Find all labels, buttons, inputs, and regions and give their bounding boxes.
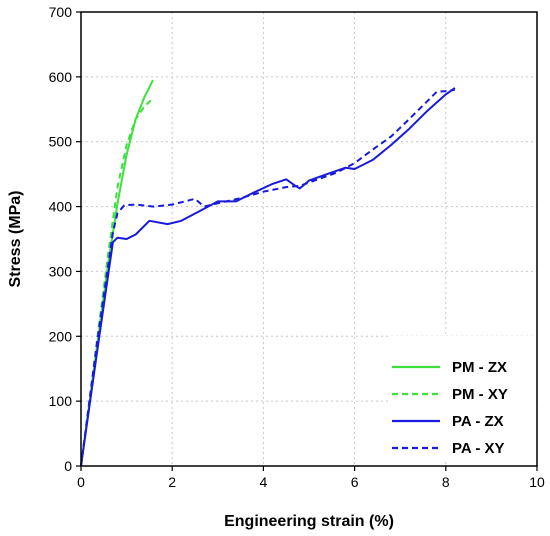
- legend-label: PM - ZX: [452, 359, 507, 376]
- y-tick-label: 700: [49, 4, 73, 20]
- x-tick-label: 4: [260, 474, 268, 490]
- x-tick-label: 10: [529, 474, 545, 490]
- x-tick-label: 0: [77, 474, 85, 490]
- x-tick-label: 2: [168, 474, 176, 490]
- y-tick-label: 600: [49, 69, 73, 85]
- y-tick-label: 400: [49, 199, 73, 215]
- y-axis-title: Stress (MPa): [7, 191, 24, 288]
- y-tick-label: 300: [49, 263, 73, 279]
- y-tick-label: 0: [64, 458, 72, 474]
- plot-frame: [80, 11, 538, 467]
- series-line-pm-xy: [80, 98, 153, 467]
- series-line-pa-zx: [80, 87, 456, 467]
- axes: [76, 11, 538, 471]
- y-tick-label: 500: [49, 134, 73, 150]
- series-line-pm-zx: [80, 79, 154, 467]
- y-tick-label: 200: [49, 328, 73, 344]
- series-line-pa-xy: [80, 88, 456, 467]
- x-tick-label: 6: [351, 474, 359, 490]
- legend-label: PA - XY: [452, 440, 505, 457]
- x-tick-label: 8: [442, 474, 450, 490]
- x-axis-title: Engineering strain (%): [224, 513, 394, 530]
- legend-label: PM - XY: [452, 386, 508, 403]
- legend-label: PA - ZX: [452, 413, 504, 430]
- y-tick-label: 100: [49, 393, 73, 409]
- series-lines: [80, 79, 456, 467]
- legend: PM - ZX PM - XY PA - ZX PA - XY: [389, 336, 534, 460]
- legend-box: [389, 336, 534, 460]
